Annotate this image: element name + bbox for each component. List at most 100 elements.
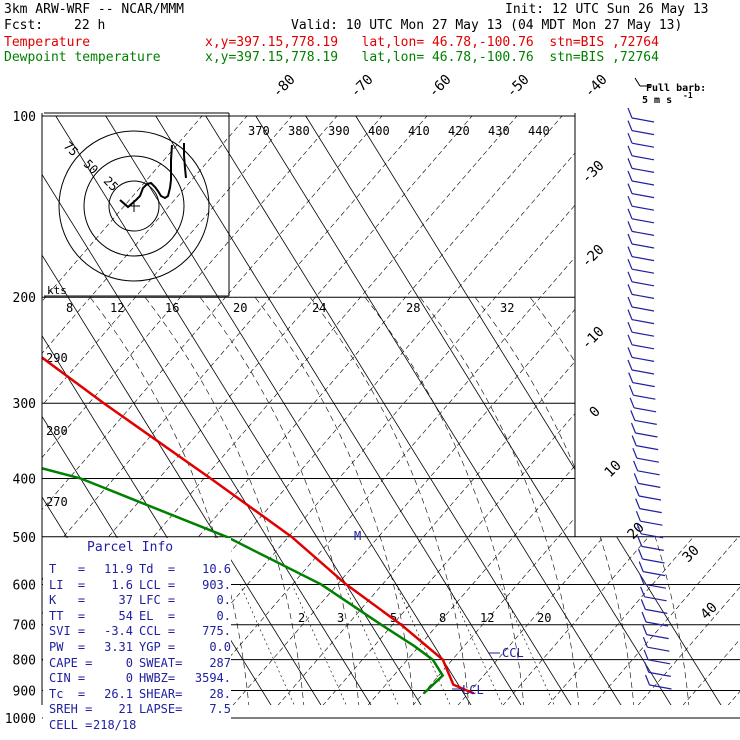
parcel-info-cell: TT = (49, 608, 86, 623)
mixing-ratio-line (395, 584, 457, 705)
wind-barb-flag (627, 233, 633, 245)
parcel-info-row: T = 11.9 Td = 10.6 (49, 562, 231, 577)
isotherm-label-right: -30 (579, 158, 608, 187)
parcel-info-row: CAPE = 0 SWEAT= 287 (49, 656, 231, 671)
wind-barb-flag (627, 221, 633, 232)
wind-barb-flag (635, 510, 641, 522)
isotherm-label-top: -80 (270, 72, 299, 101)
isotherm (55, 115, 430, 705)
mixing-ratio-label: 3 (337, 611, 344, 625)
wind-barb (639, 508, 662, 514)
wind-barb (631, 268, 655, 274)
wind-barb (631, 281, 655, 287)
wind-barb-flag (627, 132, 633, 144)
wind-barb (645, 608, 668, 614)
hodograph-ring-75 (58, 130, 210, 282)
pressure-label-400: 400 (13, 472, 36, 487)
parcel-info-cell: PW = (49, 640, 86, 654)
wind-barb-flag (633, 473, 639, 484)
wind-barb (631, 356, 655, 362)
hodograph-axis-label: 32 (500, 301, 514, 315)
wind-barb-flag (642, 624, 648, 635)
wind-barb (647, 659, 671, 665)
isotherm (305, 115, 680, 705)
kts-label: kts (47, 284, 67, 297)
parcel-info-row: PW = 3.31 YGP = 0.0 (49, 640, 231, 655)
wind-barb (644, 596, 667, 602)
mixing-ratio-label: 20 (537, 611, 551, 625)
wind-barbs (627, 107, 672, 690)
parcel-info-row: TT = 54 EL = 0. (49, 609, 231, 624)
pressure-label-900: 900 (13, 684, 36, 699)
parcel-info-cell: Td = (139, 562, 176, 576)
parcel-info-row: CIN = 0 HWBZ= 3594. (49, 671, 231, 686)
ccl-label: CCL (502, 646, 524, 660)
parcel-info-cell: SHEAR= (139, 686, 183, 701)
mixing-ratio-label: 8 (439, 611, 446, 625)
wind-barb-flag (639, 573, 645, 585)
parcel-info-cell: 0. (216, 593, 231, 608)
wind-barb-flag (628, 372, 634, 383)
wind-barb-flag (627, 246, 633, 257)
parcel-info-cell: 287 (209, 655, 231, 670)
wind-barb-flag (627, 258, 633, 270)
moist-adiabat (309, 297, 471, 705)
parcel-info-cell: 28. (209, 686, 231, 701)
isotherm-label-right: 10 (602, 458, 625, 481)
parcel-info-cell: HWBZ= (139, 671, 176, 686)
wind-barb (638, 482, 661, 488)
isotherm (255, 115, 630, 705)
wind-barb (643, 571, 666, 577)
wind-barb (632, 382, 655, 388)
init-time: Init: 12 UTC Sun 26 May 13 (505, 2, 709, 17)
wind-barb-flag (627, 347, 633, 358)
wind-barb (633, 407, 657, 413)
hodograph-ring-label-25: 25 (101, 174, 121, 194)
parcel-info-cell: CELL = (49, 718, 93, 732)
wind-barb-flag (644, 662, 650, 673)
wind-barb-flag (640, 586, 646, 598)
wind-barb (638, 495, 662, 501)
moist-adiabat (364, 297, 526, 705)
dewpoint-legend: Dewpoint temperature (4, 50, 161, 65)
wind-barb (631, 180, 655, 186)
wind-barb-flag (627, 321, 633, 333)
parcel-info-cell: SREH = (49, 702, 93, 717)
wind-barb-flag (635, 498, 641, 509)
fcst-value: 22 h (74, 18, 106, 33)
wind-barb (631, 369, 655, 375)
hodograph-ring-50 (83, 155, 185, 257)
parcel-info-cell: CAPE = (49, 655, 93, 670)
wind-barb (649, 684, 672, 690)
wind-barb (631, 205, 655, 211)
pressure-label-500: 500 (13, 531, 36, 546)
hodograph-axis-label: 8 (66, 301, 73, 315)
isotherm (205, 115, 580, 705)
hodograph-ring-label-50: 50 (81, 157, 101, 177)
profiles (42, 115, 475, 695)
parcel-info-cell: 0.0 (209, 640, 231, 654)
wind-barb (631, 155, 655, 161)
mixing-ratio-line (239, 584, 301, 705)
dry-adiabat (491, 115, 740, 705)
hodograph: 75 50 25 kts (44, 112, 230, 297)
wind-barb-flag (629, 397, 635, 409)
pressure-label-1000: 1000 (5, 712, 36, 727)
wind-barb (631, 243, 655, 249)
theta-e-label: 440 (528, 124, 550, 138)
lcl-label: LCL (462, 683, 484, 697)
pressure-label-200: 200 (13, 291, 36, 306)
isotherm-label-right: 20 (625, 520, 648, 543)
wind-barb-flag (632, 447, 638, 459)
parcel-info-title: Parcel Info (87, 540, 174, 555)
parcel-info-cell: 3594. (194, 671, 231, 686)
isotherm-label-top: -40 (582, 72, 611, 101)
wind-barb-flag (637, 548, 644, 560)
theta-e-label: 380 (288, 124, 310, 138)
pressure-label-100: 100 (13, 110, 36, 125)
parcel-info-cell: 11.9 (104, 562, 133, 576)
wind-barb (631, 230, 655, 236)
pressure-label-600: 600 (13, 578, 36, 593)
wind-barb (631, 319, 655, 325)
parcel-info-cell: CIN = (49, 671, 86, 686)
